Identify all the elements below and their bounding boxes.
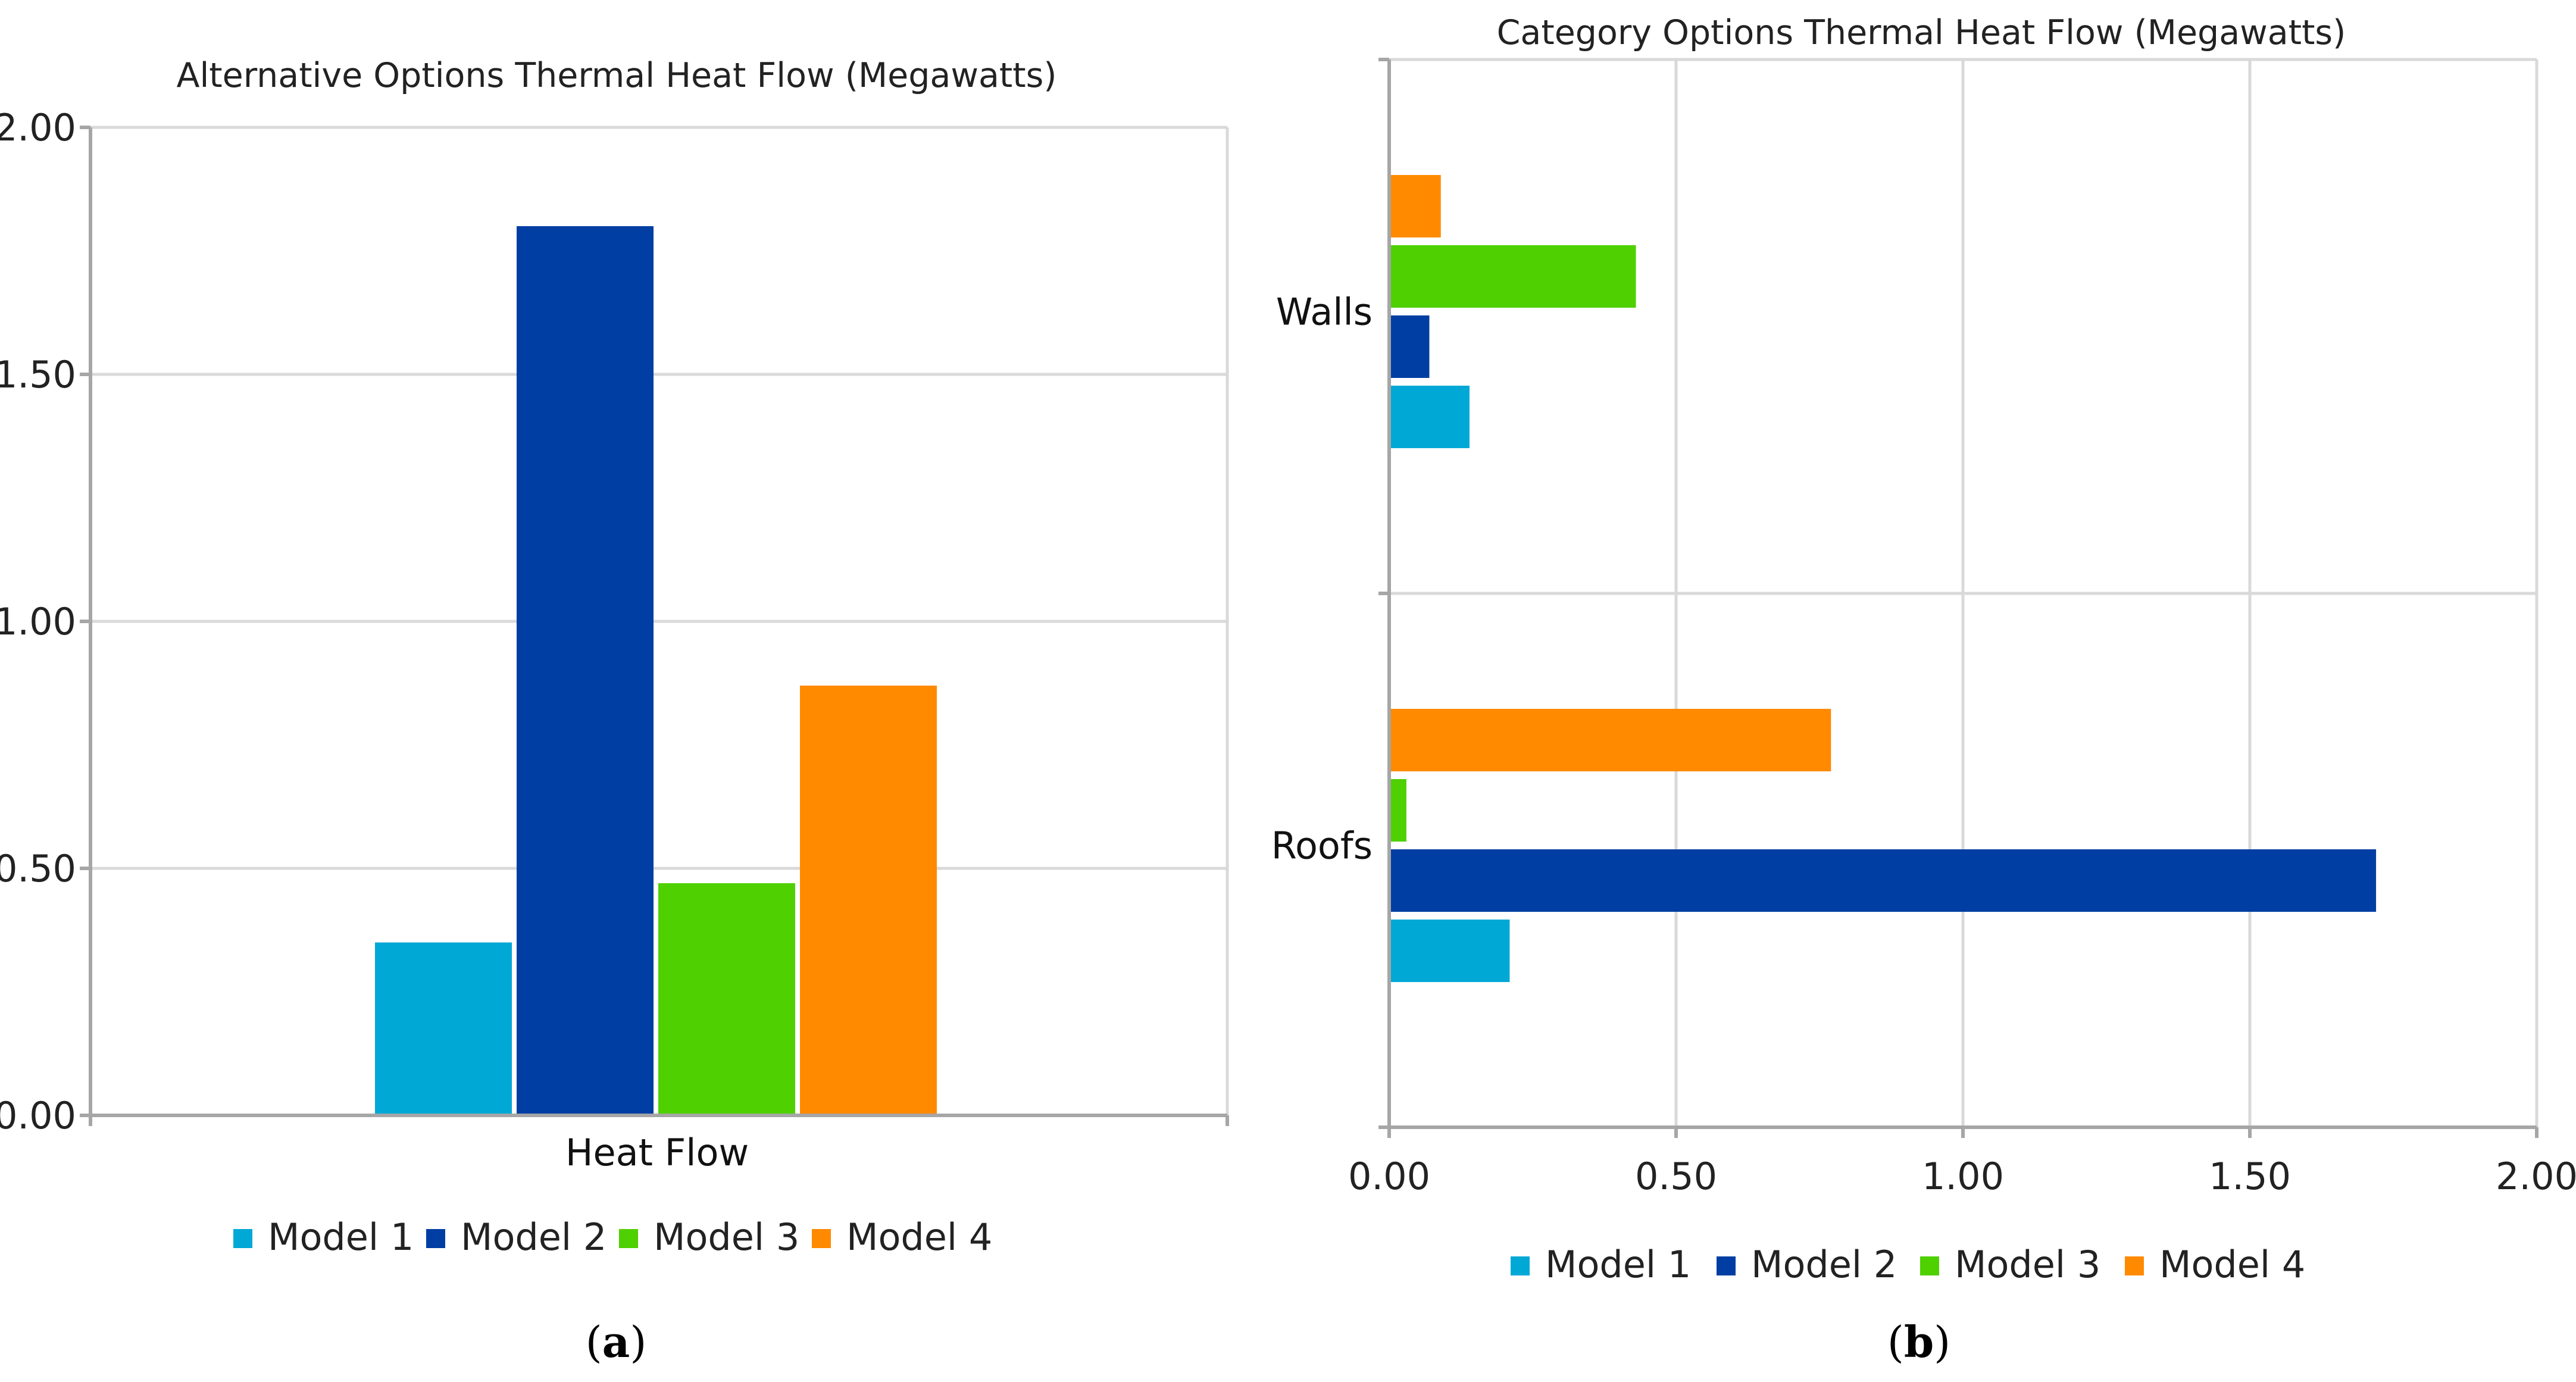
caption-b: (b) (1887, 1317, 1951, 1367)
chart-b-bar-walls-model-4 (1389, 175, 1441, 237)
chart-b-x-tick-label: 0.50 (1635, 1155, 1717, 1198)
chart-b-x-tick-label: 0.00 (1348, 1155, 1430, 1198)
chart-b-legend-swatch (1511, 1256, 1530, 1275)
chart-a-y-tick-label: 1.50 (0, 353, 76, 396)
chart-a-legend: Model 1 Model 2 Model 3 Model 4 (233, 1215, 992, 1259)
chart-b-bar-walls-model-1 (1389, 386, 1470, 448)
chart-a-y-tick-label: 0.00 (0, 1094, 76, 1137)
chart-b-legend-swatch (1920, 1256, 1939, 1275)
chart-a-y-tick-label: 1.00 (0, 600, 76, 643)
chart-b-legend-label: Model 2 (1751, 1243, 1897, 1286)
chart-b-legend-label: Model 3 (1955, 1243, 2100, 1286)
chart-a-bar-model-3 (658, 883, 795, 1115)
chart-b-bar-roofs-model-2 (1389, 849, 2377, 912)
chart-a-legend-label: Model 2 (461, 1215, 607, 1259)
chart-b-legend-label: Model 1 (1545, 1243, 1691, 1286)
chart-b-legend-swatch (2125, 1256, 2144, 1275)
chart-a-legend-swatch (426, 1229, 445, 1248)
chart-a-legend-label: Model 3 (654, 1215, 799, 1259)
chart-a-bar-model-2 (517, 226, 654, 1115)
chart-a-legend-label: Model 4 (846, 1215, 992, 1259)
chart-b-bar-walls-model-2 (1389, 315, 1430, 378)
caption-a: (a) (586, 1317, 647, 1367)
chart-b-legend: Model 1 Model 2 Model 3 Model 4 (1511, 1243, 2305, 1286)
panel-b-horizontal-bar-chart: Category Options Thermal Heat Flow (Mega… (1271, 13, 2576, 1367)
chart-b-legend-swatch (1717, 1256, 1736, 1275)
chart-a-title: Alternative Options Thermal Heat Flow (M… (176, 56, 1056, 95)
chart-b-bar-roofs-model-4 (1389, 709, 1831, 771)
chart-a-bar-model-4 (800, 685, 937, 1115)
chart-a-bar-model-1 (375, 942, 512, 1115)
chart-a-y-tick-label: 0.50 (0, 847, 76, 890)
chart-a-category-label: Heat Flow (565, 1131, 749, 1174)
chart-b-bar-roofs-model-3 (1389, 779, 1406, 842)
chart-b-bar-walls-model-3 (1389, 245, 1636, 308)
chart-b-title: Category Options Thermal Heat Flow (Mega… (1497, 13, 2346, 52)
chart-a-legend-label: Model 1 (268, 1215, 414, 1259)
chart-a-legend-swatch (619, 1229, 638, 1248)
chart-a-legend-swatch (812, 1229, 831, 1248)
chart-b-x-tick-label: 2.00 (2496, 1155, 2576, 1198)
chart-b-category-label: Walls (1276, 290, 1373, 334)
chart-b-x-tick-label: 1.50 (2209, 1155, 2291, 1198)
chart-a-legend-swatch (233, 1229, 252, 1248)
chart-b-bar-roofs-model-1 (1389, 920, 1510, 982)
chart-b-legend-label: Model 4 (2159, 1243, 2305, 1286)
panel-a-vertical-bar-chart: Alternative Options Thermal Heat Flow (M… (0, 56, 1229, 1367)
chart-a-y-tick-label: 2.00 (0, 106, 76, 149)
chart-b-category-label: Roofs (1271, 824, 1373, 868)
chart-b-x-tick-label: 1.00 (1922, 1155, 2004, 1198)
